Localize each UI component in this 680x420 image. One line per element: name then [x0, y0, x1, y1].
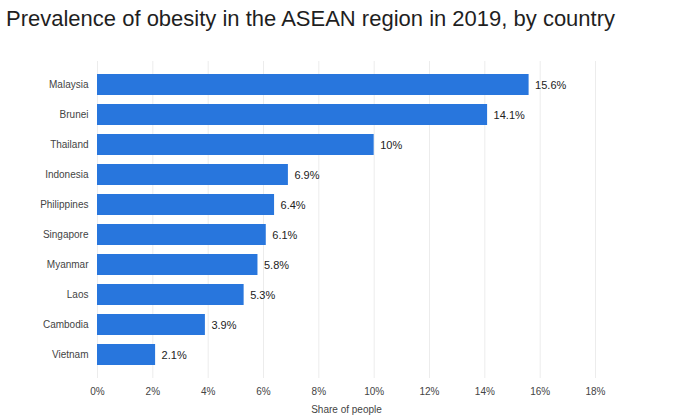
svg-text:Indonesia: Indonesia — [45, 169, 89, 180]
svg-text:8%: 8% — [312, 386, 327, 397]
svg-text:16%: 16% — [530, 386, 550, 397]
svg-text:Vietnam: Vietnam — [52, 349, 89, 360]
svg-text:10%: 10% — [380, 139, 402, 151]
svg-text:Laos: Laos — [67, 289, 89, 300]
svg-text:Philippines: Philippines — [40, 199, 88, 210]
svg-text:6%: 6% — [256, 386, 271, 397]
svg-text:14%: 14% — [475, 386, 495, 397]
svg-text:14.1%: 14.1% — [494, 109, 525, 121]
svg-text:Brunei: Brunei — [60, 109, 89, 120]
svg-text:2%: 2% — [146, 386, 161, 397]
svg-text:Malaysia: Malaysia — [49, 79, 89, 90]
svg-text:Singapore: Singapore — [43, 229, 89, 240]
svg-text:6.4%: 6.4% — [281, 199, 306, 211]
svg-text:0%: 0% — [90, 386, 105, 397]
html-text:Prevalence of obesity in the A: Prevalence of obesity in the ASEAN regio… — [6, 6, 615, 31]
svg-text:5.3%: 5.3% — [250, 289, 275, 301]
svg-text:3.9%: 3.9% — [211, 319, 236, 331]
svg-text:18%: 18% — [585, 386, 605, 397]
svg-text:Share of people: Share of people — [311, 404, 382, 415]
svg-text:Cambodia: Cambodia — [43, 319, 89, 330]
svg-text:4%: 4% — [201, 386, 216, 397]
svg-text:6.9%: 6.9% — [294, 169, 319, 181]
svg-text:2.1%: 2.1% — [162, 349, 187, 361]
svg-text:10%: 10% — [364, 386, 384, 397]
svg-text:Myanmar: Myanmar — [47, 259, 89, 270]
svg-text:12%: 12% — [419, 386, 439, 397]
svg-text:Thailand: Thailand — [50, 139, 88, 150]
svg-text:6.1%: 6.1% — [272, 229, 297, 241]
svg-text:5.8%: 5.8% — [264, 259, 289, 271]
svg-text:15.6%: 15.6% — [535, 79, 566, 91]
